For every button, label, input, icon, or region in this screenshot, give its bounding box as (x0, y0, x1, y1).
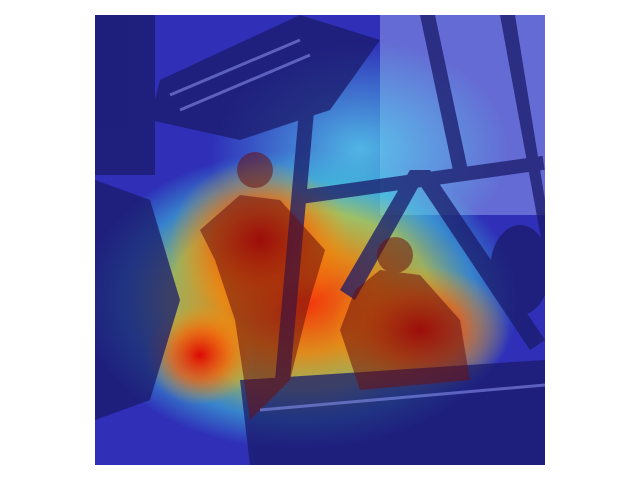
worker-body (340, 270, 470, 390)
platform (150, 15, 380, 140)
beam (95, 15, 155, 175)
grate (179, 53, 311, 112)
worker-head (377, 237, 413, 273)
structure (95, 15, 545, 465)
wheel (95, 180, 180, 420)
workers (200, 152, 470, 420)
beam (340, 170, 425, 300)
worker-body (200, 195, 325, 420)
image (95, 15, 545, 465)
heat-peak (145, 305, 255, 405)
rail (259, 383, 545, 412)
worker-head (237, 152, 273, 188)
highlights (169, 38, 545, 412)
beam (500, 15, 545, 260)
beam (420, 15, 470, 180)
basket (240, 360, 545, 465)
grate (169, 38, 301, 97)
hoist (490, 225, 545, 315)
